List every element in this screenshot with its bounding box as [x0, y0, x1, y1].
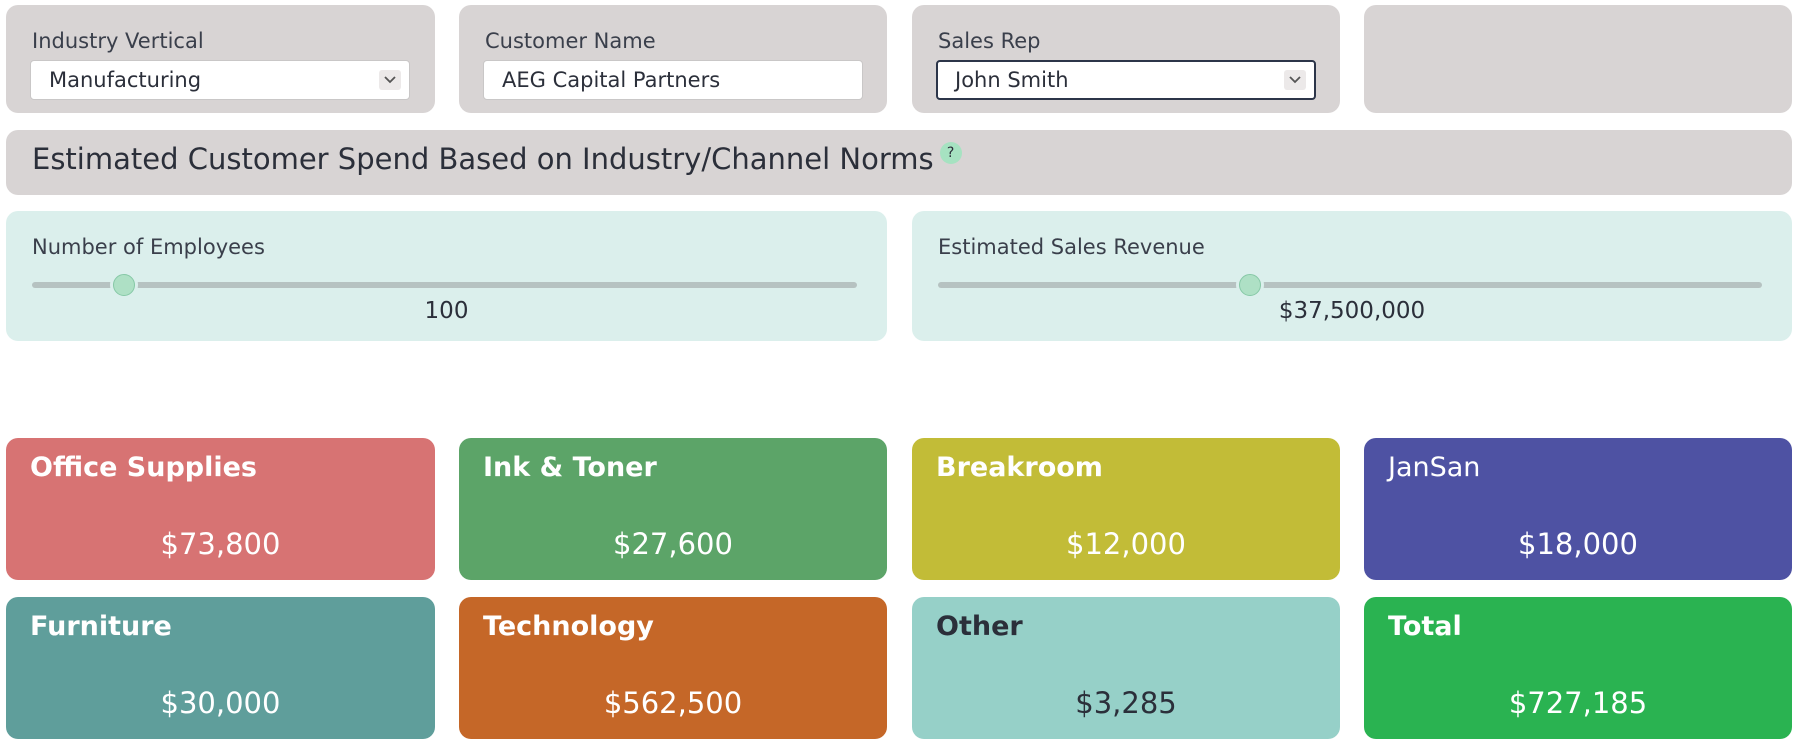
card-title: Furniture [30, 611, 172, 642]
card-furniture: Furniture $30,000 [6, 597, 435, 739]
card-value: $3,285 [1075, 686, 1177, 720]
industry-filter-panel: Industry Vertical Manufacturing [6, 5, 435, 113]
employees-slider-thumb[interactable] [112, 274, 135, 296]
card-title: JanSan [1388, 452, 1481, 483]
card-value: $562,500 [603, 686, 743, 720]
card-value: $12,000 [1066, 527, 1186, 561]
customer-name-input[interactable]: AEG Capital Partners [483, 60, 863, 100]
industry-select[interactable]: Manufacturing [30, 60, 410, 100]
card-value: $30,000 [160, 686, 281, 720]
banner-title: Estimated Customer Spend Based on Indust… [32, 142, 962, 176]
employees-value: 100 [424, 298, 469, 324]
card-jansan: JanSan $18,000 [1364, 438, 1792, 580]
revenue-label: Estimated Sales Revenue [938, 235, 1205, 259]
card-title: Other [936, 611, 1023, 642]
card-value: $73,800 [160, 527, 281, 561]
empty-filter-panel [1364, 5, 1792, 113]
card-other: Other $3,285 [912, 597, 1340, 739]
card-office-supplies: Office Supplies $73,800 [6, 438, 435, 580]
revenue-slider-thumb[interactable] [1239, 274, 1262, 296]
help-icon[interactable]: ? [939, 142, 962, 164]
card-total: Total $727,185 [1364, 597, 1792, 739]
card-value: $727,185 [1508, 686, 1648, 720]
revenue-slider-track[interactable] [938, 274, 1762, 296]
rep-label: Sales Rep [938, 29, 1041, 53]
card-ink-toner: Ink & Toner $27,600 [459, 438, 887, 580]
rep-value: John Smith [955, 68, 1069, 92]
sales-rep-select[interactable]: John Smith [936, 60, 1316, 100]
card-title: Breakroom [936, 452, 1103, 483]
customer-filter-panel: Customer Name AEG Capital Partners [459, 5, 887, 113]
banner-title-text: Estimated Customer Spend Based on Indust… [32, 142, 934, 176]
card-title: Technology [483, 611, 654, 642]
card-value: $27,600 [613, 527, 733, 561]
revenue-slider-panel: Estimated Sales Revenue $37,500,000 [912, 211, 1792, 341]
employees-slider-panel: Number of Employees 100 [6, 211, 887, 341]
employees-slider-track[interactable] [32, 274, 857, 296]
employees-label: Number of Employees [32, 235, 265, 259]
card-breakroom: Breakroom $12,000 [912, 438, 1340, 580]
rep-filter-panel: Sales Rep John Smith [912, 5, 1340, 113]
card-title: Office Supplies [30, 452, 257, 483]
card-technology: Technology $562,500 [459, 597, 887, 739]
card-title: Total [1388, 611, 1462, 642]
revenue-value: $37,500,000 [1278, 298, 1426, 324]
industry-label: Industry Vertical [32, 29, 204, 53]
chevron-down-icon[interactable] [379, 70, 401, 90]
industry-value: Manufacturing [49, 68, 202, 92]
estimate-banner: Estimated Customer Spend Based on Indust… [6, 130, 1792, 195]
customer-value: AEG Capital Partners [502, 68, 721, 92]
card-value: $18,000 [1518, 527, 1638, 561]
chevron-down-icon[interactable] [1284, 70, 1306, 90]
customer-label: Customer Name [485, 29, 656, 53]
card-title: Ink & Toner [483, 452, 657, 483]
